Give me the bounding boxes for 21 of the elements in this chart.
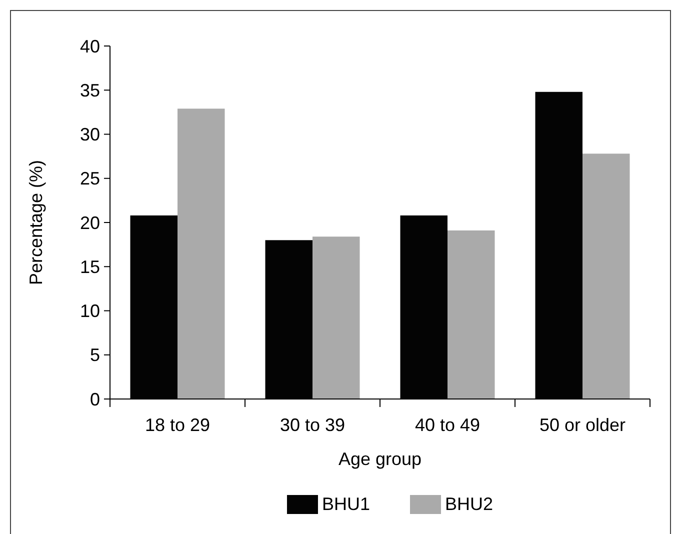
y-tick-label: 0 — [90, 389, 100, 410]
x-tick-label: 40 to 49 — [414, 415, 480, 435]
y-tick-label: 20 — [80, 212, 100, 233]
legend-label: BHU2 — [445, 494, 494, 514]
y-tick-label: 5 — [90, 345, 100, 366]
y-tick-label: 15 — [80, 256, 100, 277]
legend-label: BHU1 — [322, 494, 370, 514]
x-axis-title: Age group — [338, 449, 422, 469]
x-tick-label: 50 or older — [539, 415, 626, 435]
y-tick-label: 10 — [80, 301, 100, 322]
y-tick-label: 40 — [80, 36, 100, 56]
bar — [312, 236, 360, 399]
bar — [582, 154, 630, 399]
x-tick-label: 18 to 29 — [144, 415, 210, 435]
bar — [448, 230, 495, 399]
y-axis-title: Percentage (%) — [26, 160, 46, 286]
y-tick-label: 35 — [80, 80, 100, 100]
x-tick-label: 30 to 39 — [280, 415, 346, 435]
y-tick-label: 25 — [80, 168, 100, 189]
y-tick-label: 30 — [80, 124, 100, 145]
bar — [178, 108, 225, 399]
